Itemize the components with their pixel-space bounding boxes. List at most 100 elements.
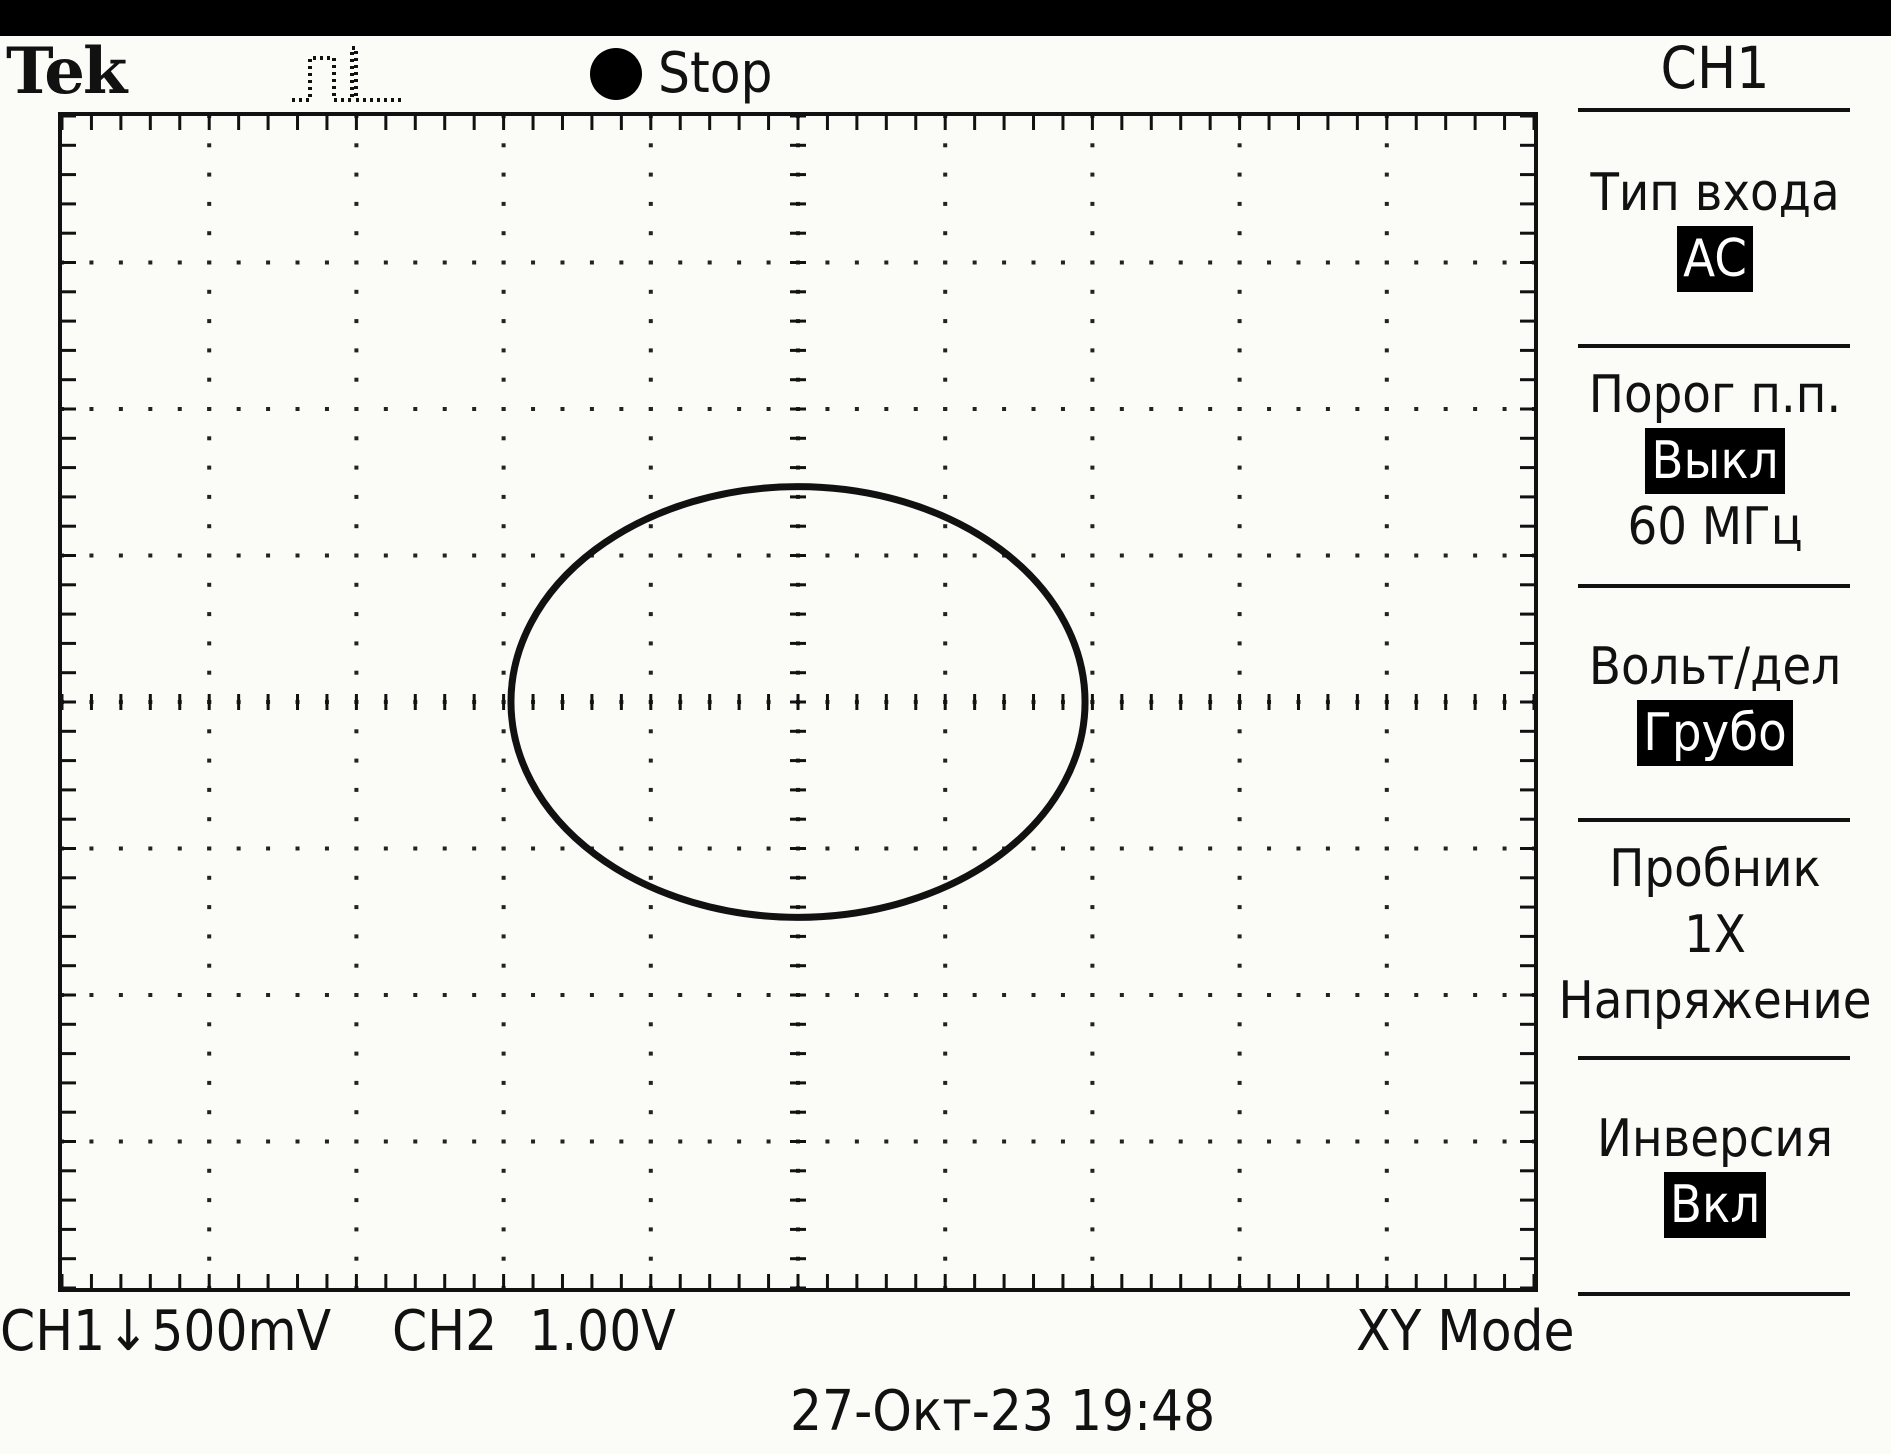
grid-dot [354,670,359,675]
grid-dot [1090,758,1095,763]
grid-dot [1502,1139,1507,1144]
stop-dot-icon [590,48,642,100]
grid-dot [913,993,918,997]
grid-dot [1208,553,1213,558]
grid-dot [442,846,447,851]
grid-dot [943,377,948,382]
menu-item-bandwidth-limit[interactable]: Порог п.п. Выкл 60 МГц [1570,362,1860,560]
grid-dot [501,729,506,734]
menu-item-probe[interactable]: Пробник 1X Напряжение [1559,836,1872,1034]
grid-dot [236,1139,241,1144]
grid-dot [943,494,948,499]
grid-dot [207,377,212,382]
grid-dot [501,1080,506,1085]
grid-dot [648,1080,653,1085]
menu-divider [1578,818,1850,822]
grid-dot [589,1139,594,1144]
grid-dot [737,407,742,411]
grid-dot [383,846,388,851]
menu-item-volts-div[interactable]: Вольт/дел Грубо [1570,634,1860,766]
grid-dot [1237,1080,1242,1085]
grid-dot [648,553,653,558]
grid-dot [1090,289,1095,294]
grid-dot [1443,553,1448,558]
grid-dot [1149,407,1154,411]
menu-item-invert[interactable]: Инверсия Вкл [1570,1106,1860,1238]
grid-dot [737,553,742,558]
grid-dot [766,846,771,851]
grid-dot [207,289,212,294]
grid-dot [354,1022,359,1027]
grid-dot [413,846,418,851]
grid-dot [1060,1139,1065,1144]
grid-dot [825,260,830,265]
grid-dot [207,201,212,206]
grid-dot [354,1227,359,1232]
grid-dot [1414,553,1419,558]
grid-dot [442,553,447,558]
grid-dot [943,465,948,470]
grid-dot [354,436,359,441]
grid-dot [118,407,123,411]
grid-dot [207,1168,212,1173]
grid-dot [1384,787,1389,792]
grid-dot [354,494,359,499]
grid-dot [648,787,653,792]
grid-dot [1090,582,1095,587]
grid-dot [766,553,771,558]
grid-dot [501,260,506,265]
grid-dot [442,407,447,411]
grid-dot [560,846,565,851]
grid-dot [1267,260,1272,265]
grid-dot [884,846,889,851]
grid-dot [707,993,712,997]
grid-dot [648,905,653,910]
ch1-status: CH1↓500mV [0,1300,331,1364]
grid-dot [648,758,653,763]
grid-dot [943,524,948,529]
grid-dot [413,993,418,997]
menu-item-input-coupling[interactable]: Тип входа AC [1570,160,1860,292]
grid-dot [972,846,977,851]
grid-dot [1267,553,1272,558]
grid-dot [1060,993,1065,997]
grid-dot [648,1051,653,1056]
grid-dot [354,963,359,968]
grid-dot [1384,963,1389,968]
grid-dot [1237,1022,1242,1027]
grid-dot [207,1227,212,1232]
grid-dot [1473,993,1478,997]
grid-dot [501,231,506,236]
grid-dot [648,231,653,236]
grid-dot [1090,494,1095,499]
grid-dot [1119,553,1124,558]
grid-dot [1237,1051,1242,1056]
grid-dot [707,1139,712,1144]
grid-dot [354,1256,359,1261]
grid-dot [1208,407,1213,411]
grid-dot [648,993,653,997]
grid-dot [1002,407,1007,411]
grid-dot [501,1256,506,1261]
grid-dot [354,846,359,851]
grid-dot [383,260,388,265]
grid-dot [1355,553,1360,558]
grid-dot [177,846,182,851]
grid-dot [354,407,359,411]
grid-dot [442,993,447,997]
menu-item-value: Выкл [1645,428,1785,494]
grid-dot [354,1139,359,1144]
grid-dot [207,993,212,997]
grid-dot [913,407,918,411]
grid-dot [1090,553,1095,558]
grid-dot [648,729,653,734]
grid-dot [501,1168,506,1173]
grid-dot [472,993,477,997]
grid-dot [737,846,742,851]
grid-dot [501,1198,506,1203]
grid-dot [884,993,889,997]
grid-dot [943,1022,948,1027]
grid-dot [648,436,653,441]
grid-dot [1237,582,1242,587]
grid-dot [1296,993,1301,997]
